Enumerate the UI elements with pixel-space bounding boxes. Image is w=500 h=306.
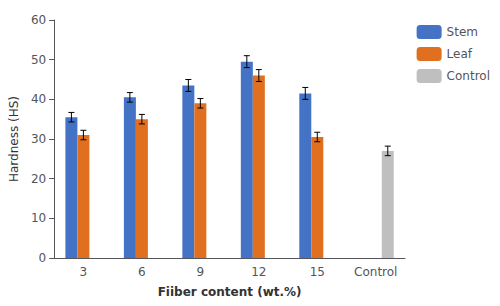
svg-text:0: 0 [39,251,47,265]
svg-text:30: 30 [31,132,46,146]
svg-text:Hardness (HS): Hardness (HS) [7,96,21,182]
svg-text:60: 60 [31,13,46,27]
svg-text:12: 12 [251,265,266,279]
svg-text:15: 15 [310,265,325,279]
svg-text:3: 3 [80,265,88,279]
svg-text:50: 50 [31,53,46,67]
svg-text:9: 9 [197,265,205,279]
svg-text:Control: Control [447,69,490,83]
svg-text:Fiiber content (wt.%): Fiiber content (wt.%) [158,285,302,299]
svg-text:Control: Control [354,265,397,279]
svg-text:Stem: Stem [447,25,478,39]
svg-text:40: 40 [31,92,46,106]
svg-text:20: 20 [31,172,46,186]
svg-text:6: 6 [138,265,146,279]
svg-text:10: 10 [31,211,46,225]
svg-text:Leaf: Leaf [447,47,473,61]
